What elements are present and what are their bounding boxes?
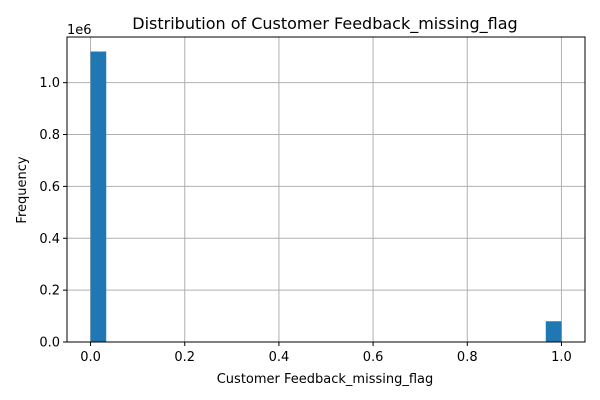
x-tick-label-5: 1.0: [551, 350, 572, 365]
y-tick-label-3: 0.6: [39, 180, 60, 195]
y-tick-label-0: 0.0: [39, 336, 60, 351]
y-axis-title: Frequency: [15, 156, 30, 223]
histogram-bar-0: [90, 51, 107, 343]
y-tick-label-4: 0.8: [39, 128, 60, 143]
x-tick-label-4: 0.8: [457, 350, 478, 365]
x-tick-label-0: 0.0: [80, 350, 101, 365]
y-tick-label-1: 0.2: [39, 284, 60, 299]
y-axis-ticks: 0.0 0.2 0.4 0.6 0.8 1.0: [39, 76, 67, 351]
x-tick-label-2: 0.4: [269, 350, 290, 365]
grid-lines: [67, 37, 585, 343]
histogram-bar-1: [545, 321, 562, 342]
x-axis-ticks: 0.0 0.2 0.4 0.6 0.8 1.0: [80, 342, 572, 365]
plot-frame: [66, 36, 586, 343]
y-tick-label-2: 0.4: [39, 232, 60, 247]
y-axis-offset-label: 1e6: [67, 23, 92, 38]
x-tick-label-3: 0.6: [363, 350, 384, 365]
x-tick-label-1: 0.2: [174, 350, 195, 365]
chart-title: Distribution of Customer Feedback_missin…: [132, 14, 517, 34]
y-tick-label-5: 1.0: [39, 76, 60, 91]
x-axis-title: Customer Feedback_missing_flag: [217, 372, 434, 387]
histogram-bars: [90, 51, 562, 343]
